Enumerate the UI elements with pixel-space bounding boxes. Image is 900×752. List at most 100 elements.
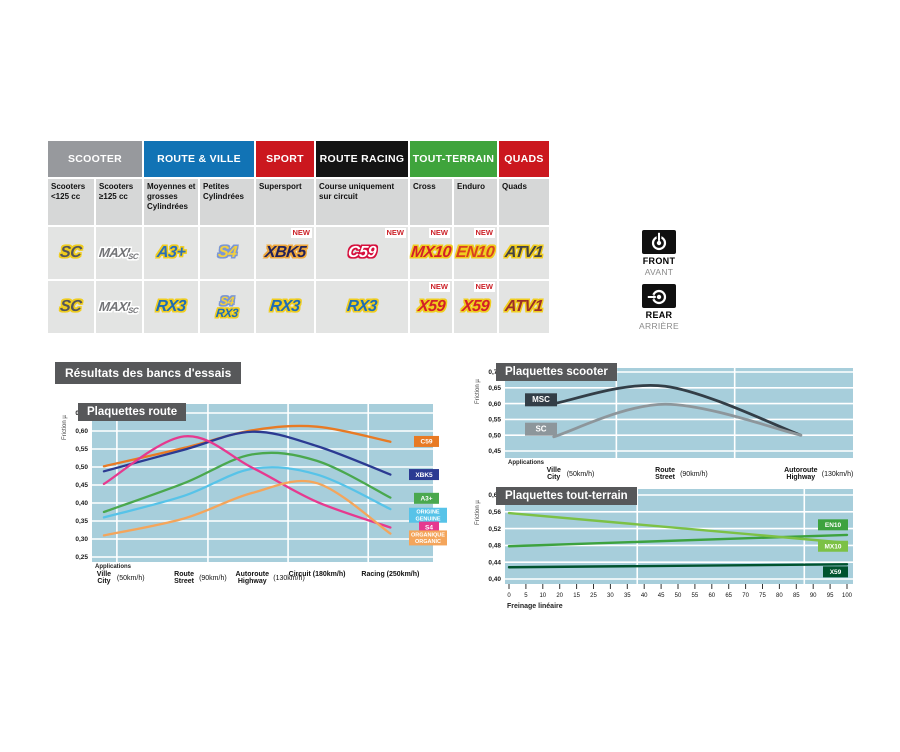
product-logo-maxi: MAXISC [98,298,139,315]
legend-label: ORIGINE [416,510,440,516]
rear-disc-icon [642,284,676,308]
x-tick-label: 20 [556,593,563,599]
x-category-label-en: Highway [238,578,267,585]
y-tick-label: 0,40 [488,576,501,583]
new-badge: NEW [473,228,495,239]
product-cell-rear: RX3 [144,281,198,333]
product-logo-c59: C59 [347,244,377,261]
legend-box [414,435,439,447]
legend-label: S4 [425,524,433,531]
series-line-msc [552,383,803,437]
legend-box [818,519,848,531]
y-tick-label: 0,60 [488,492,501,499]
product-logo-maxi: MAXISC [98,244,139,261]
series-line-mx10 [507,511,849,545]
front-label: FRONT [642,256,676,266]
x-category-label: Racing (250km/h) [361,571,419,578]
x-tick-label: 85 [793,593,800,599]
x-tick-label: 35 [624,593,631,599]
legend-box [409,469,439,481]
y-tick-label: 0,35 [75,518,88,525]
new-badge: NEW [290,228,312,239]
front-disc-icon [642,230,676,254]
series-line-c59 [102,424,392,468]
product-logo-sc: SC [59,298,83,315]
legend-label: MX10 [825,544,842,551]
legend-box [419,521,439,533]
x-category-speed: (130km/h) [273,575,305,582]
product-table: SCOOTER ROUTE & VILLE SPORT ROUTE RACING TOU… [48,141,549,333]
product-cell-rear: S4 RX3 [200,281,254,333]
x-tick-label: 55 [692,593,699,599]
scooter-chart-title: Plaquettes scooter [496,363,617,381]
legend-box [525,393,557,407]
legend-label: XBK5 [415,472,433,479]
y-tick-label: 0,50 [75,464,88,471]
x-category-label-en: City [97,578,110,585]
y-tick-label: 0,65 [488,385,501,392]
x-tick-label: 75 [759,593,766,599]
x-category-label-en: Highway [786,474,815,481]
product-cell-rear: SC [48,281,94,333]
product-logo-sc: SC [59,244,83,261]
legend-box [823,566,848,578]
chart-plaquettes-tout-terrain: 0,60 0,56 0,52 0,48 0,44 0,40 Friction µ EN10 MX… [468,482,893,617]
legend-box [525,422,557,436]
y-tick-label: 0,48 [488,543,501,550]
x-category-label: Circuit (180km/h) [289,571,346,578]
x-tick-label: 0 [507,593,511,599]
product-cell-front: SC [48,227,94,279]
subheader-cell: Enduro [454,179,497,225]
subheader-cell: Petites Cylindrées [200,179,254,225]
x-tick-label: 40 [641,593,648,599]
new-badge: NEW [428,228,450,239]
product-logo-rx3: RX3 [346,298,378,315]
x-category-label-en: City [547,474,560,481]
y-tick-label: 0,44 [488,559,501,566]
x-tick-label: 30 [607,593,614,599]
front-label-fr: AVANT [644,267,674,277]
x-category-speed: (90km/h) [199,575,227,582]
product-cell-rear: RX3 [256,281,314,333]
rear-position-indicator: REAR ARRIÈRE [636,284,682,331]
subheader-cell: Scooters <125 cc [48,179,94,225]
product-logo-en10: EN10 [455,244,496,261]
y-tick-label: 0,40 [75,500,88,507]
series-line-organique-organic [102,479,392,537]
x-category-label-en: Street [655,474,676,481]
series-line-xbk5 [102,430,392,476]
product-logo-rx3: RX3 [215,306,239,320]
x-category-speed: (130km/h) [822,471,854,478]
y-axis-title: Friction µ [475,500,481,525]
product-logo-atv1: ATV1 [504,244,544,261]
x-tick-label: 60 [708,593,715,599]
scooter-chart-plot: 0,70 0,65 0,60 0,55 0,50 0,45 Friction µ MSC SC A… [475,368,854,481]
product-cell-rear: ATV1 [499,281,549,333]
y-tick-label: 0,55 [488,417,501,424]
legend-box [409,530,447,546]
x-tick-label: 70 [742,593,749,599]
y-tick-label: 0,45 [488,448,501,455]
category-header: TOUT-TERRAIN [410,141,497,177]
x-axis-note: Applications [508,460,545,466]
product-cell-rear: RX3 [316,281,408,333]
x-tick-label: 5 [524,593,528,599]
y-axis-title: Friction µ [62,415,68,440]
product-cell-front: NEW MX10 [410,227,452,279]
x-category-label-en: Street [174,578,195,585]
product-logo-rx3: RX3 [269,298,301,315]
plot-area [505,368,853,458]
legend-label: EN10 [825,522,842,529]
new-badge: NEW [428,282,450,293]
new-badge: NEW [473,282,495,293]
x-tick-label: 45 [658,593,665,599]
x-category-label: Autoroute [236,571,270,578]
subheader-cell: Scooters ≥125 cc [96,179,142,225]
category-header: SCOOTER [48,141,142,177]
x-category-speed: (50km/h) [567,471,595,478]
series-line-sc [552,402,803,439]
product-cell-front: ATV1 [499,227,549,279]
product-logo-s4: S4 [216,244,238,261]
x-axis-note: Applications [95,564,132,570]
